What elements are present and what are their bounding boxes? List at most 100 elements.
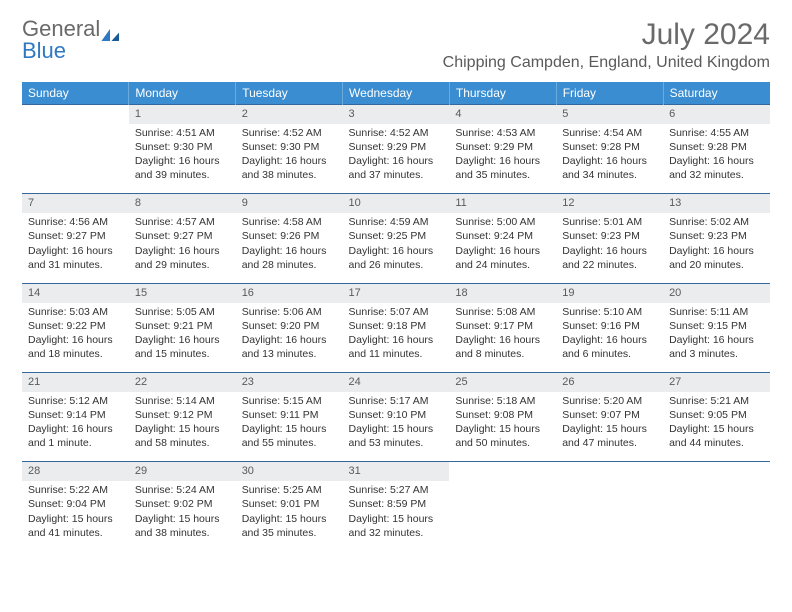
sunset-line: Sunset: 9:26 PM (242, 229, 337, 243)
day-number-cell: 23 (236, 373, 343, 392)
sunset-line: Sunset: 9:28 PM (562, 140, 657, 154)
sunset-line: Sunset: 9:11 PM (242, 408, 337, 422)
weekday-header: Wednesday (343, 82, 450, 105)
day-content-cell: Sunrise: 4:52 AMSunset: 9:29 PMDaylight:… (343, 124, 450, 194)
sunrise-line: Sunrise: 5:20 AM (562, 394, 657, 408)
day-content-cell: Sunrise: 5:22 AMSunset: 9:04 PMDaylight:… (22, 481, 129, 551)
day-content-cell: Sunrise: 5:14 AMSunset: 9:12 PMDaylight:… (129, 392, 236, 462)
daylight-line: Daylight: 16 hours and 39 minutes. (135, 154, 230, 182)
daylight-line: Daylight: 16 hours and 3 minutes. (669, 333, 764, 361)
sunset-line: Sunset: 9:23 PM (562, 229, 657, 243)
daylight-line: Daylight: 16 hours and 35 minutes. (455, 154, 550, 182)
day-number-cell: 25 (449, 373, 556, 392)
sunrise-line: Sunrise: 4:56 AM (28, 215, 123, 229)
day-number-cell: 2 (236, 105, 343, 124)
calendar-table: SundayMondayTuesdayWednesdayThursdayFrid… (22, 82, 770, 551)
sunrise-line: Sunrise: 5:07 AM (349, 305, 444, 319)
sunset-line: Sunset: 9:12 PM (135, 408, 230, 422)
sunset-line: Sunset: 9:18 PM (349, 319, 444, 333)
day-content-cell: Sunrise: 4:51 AMSunset: 9:30 PMDaylight:… (129, 124, 236, 194)
day-content-cell (22, 124, 129, 194)
day-number-cell (449, 462, 556, 481)
title-block: July 2024 Chipping Campden, England, Uni… (443, 18, 770, 78)
day-number-row: 28293031 (22, 462, 770, 481)
day-number-cell: 3 (343, 105, 450, 124)
sunset-line: Sunset: 9:27 PM (135, 229, 230, 243)
day-content-cell: Sunrise: 5:02 AMSunset: 9:23 PMDaylight:… (663, 213, 770, 283)
day-number-cell: 30 (236, 462, 343, 481)
day-content-cell: Sunrise: 4:57 AMSunset: 9:27 PMDaylight:… (129, 213, 236, 283)
sunset-line: Sunset: 9:24 PM (455, 229, 550, 243)
sunrise-line: Sunrise: 4:52 AM (242, 126, 337, 140)
daylight-line: Daylight: 15 hours and 44 minutes. (669, 422, 764, 450)
weekday-header-row: SundayMondayTuesdayWednesdayThursdayFrid… (22, 82, 770, 105)
day-number-row: 78910111213 (22, 194, 770, 213)
daylight-line: Daylight: 16 hours and 1 minute. (28, 422, 123, 450)
sunrise-line: Sunrise: 4:53 AM (455, 126, 550, 140)
header: General Blue July 2024 Chipping Campden,… (22, 18, 770, 78)
day-content-cell: Sunrise: 4:56 AMSunset: 9:27 PMDaylight:… (22, 213, 129, 283)
brand-logo: General Blue (22, 18, 119, 62)
sunset-line: Sunset: 9:22 PM (28, 319, 123, 333)
daylight-line: Daylight: 16 hours and 18 minutes. (28, 333, 123, 361)
daylight-line: Daylight: 15 hours and 50 minutes. (455, 422, 550, 450)
sunrise-line: Sunrise: 4:59 AM (349, 215, 444, 229)
day-number-cell (663, 462, 770, 481)
day-content-cell (449, 481, 556, 551)
day-content-cell: Sunrise: 5:03 AMSunset: 9:22 PMDaylight:… (22, 303, 129, 373)
weekday-header: Monday (129, 82, 236, 105)
weekday-header: Sunday (22, 82, 129, 105)
day-number-cell: 10 (343, 194, 450, 213)
sunrise-line: Sunrise: 4:54 AM (562, 126, 657, 140)
sunset-line: Sunset: 9:23 PM (669, 229, 764, 243)
day-content-cell: Sunrise: 4:59 AMSunset: 9:25 PMDaylight:… (343, 213, 450, 283)
day-number-cell: 29 (129, 462, 236, 481)
sunrise-line: Sunrise: 5:24 AM (135, 483, 230, 497)
sunrise-line: Sunrise: 4:58 AM (242, 215, 337, 229)
sunset-line: Sunset: 9:04 PM (28, 497, 123, 511)
day-content-row: Sunrise: 5:03 AMSunset: 9:22 PMDaylight:… (22, 303, 770, 373)
daylight-line: Daylight: 16 hours and 15 minutes. (135, 333, 230, 361)
day-number-cell: 7 (22, 194, 129, 213)
day-number-cell: 20 (663, 283, 770, 302)
sunset-line: Sunset: 9:08 PM (455, 408, 550, 422)
day-number-cell: 14 (22, 283, 129, 302)
sunrise-line: Sunrise: 5:14 AM (135, 394, 230, 408)
day-number-cell: 24 (343, 373, 450, 392)
sunrise-line: Sunrise: 5:05 AM (135, 305, 230, 319)
sunset-line: Sunset: 9:27 PM (28, 229, 123, 243)
daylight-line: Daylight: 16 hours and 34 minutes. (562, 154, 657, 182)
day-number-cell: 22 (129, 373, 236, 392)
day-number-cell: 5 (556, 105, 663, 124)
location-text: Chipping Campden, England, United Kingdo… (443, 54, 770, 72)
sunrise-line: Sunrise: 4:52 AM (349, 126, 444, 140)
sunset-line: Sunset: 9:28 PM (669, 140, 764, 154)
sunrise-line: Sunrise: 4:57 AM (135, 215, 230, 229)
day-content-cell: Sunrise: 5:06 AMSunset: 9:20 PMDaylight:… (236, 303, 343, 373)
day-number-row: 21222324252627 (22, 373, 770, 392)
day-content-cell: Sunrise: 4:54 AMSunset: 9:28 PMDaylight:… (556, 124, 663, 194)
day-content-cell: Sunrise: 5:01 AMSunset: 9:23 PMDaylight:… (556, 213, 663, 283)
day-content-cell: Sunrise: 5:21 AMSunset: 9:05 PMDaylight:… (663, 392, 770, 462)
day-content-cell: Sunrise: 5:27 AMSunset: 8:59 PMDaylight:… (343, 481, 450, 551)
sunrise-line: Sunrise: 5:08 AM (455, 305, 550, 319)
weekday-header: Friday (556, 82, 663, 105)
daylight-line: Daylight: 16 hours and 38 minutes. (242, 154, 337, 182)
sunset-line: Sunset: 9:14 PM (28, 408, 123, 422)
month-title: July 2024 (443, 18, 770, 52)
day-number-cell: 21 (22, 373, 129, 392)
sunset-line: Sunset: 9:05 PM (669, 408, 764, 422)
day-number-cell: 13 (663, 194, 770, 213)
sunset-line: Sunset: 9:07 PM (562, 408, 657, 422)
sunrise-line: Sunrise: 5:06 AM (242, 305, 337, 319)
sunrise-line: Sunrise: 5:00 AM (455, 215, 550, 229)
daylight-line: Daylight: 15 hours and 35 minutes. (242, 512, 337, 540)
daylight-line: Daylight: 16 hours and 20 minutes. (669, 244, 764, 272)
sunset-line: Sunset: 9:29 PM (455, 140, 550, 154)
sunset-line: Sunset: 9:30 PM (242, 140, 337, 154)
weekday-header: Thursday (449, 82, 556, 105)
day-number-cell: 27 (663, 373, 770, 392)
sunset-line: Sunset: 9:02 PM (135, 497, 230, 511)
day-number-cell: 26 (556, 373, 663, 392)
calendar-body: 123456 Sunrise: 4:51 AMSunset: 9:30 PMDa… (22, 105, 770, 552)
